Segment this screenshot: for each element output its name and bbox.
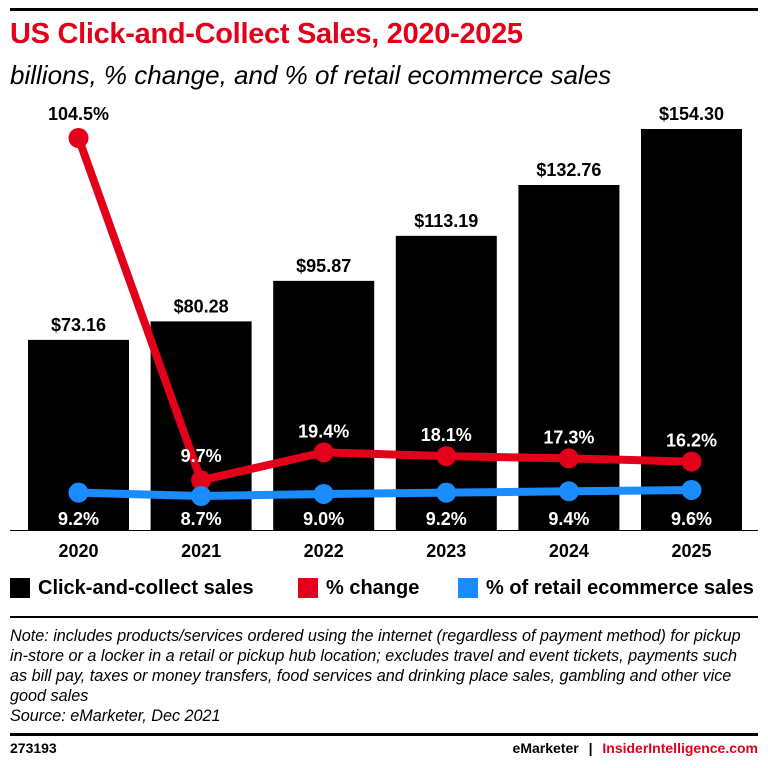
- change-label-2024: 17.3%: [543, 427, 594, 447]
- chart-subtitle: billions, % change, and % of retail ecom…: [10, 60, 612, 90]
- change-point-2020: [68, 128, 89, 148]
- share-label-2021: 8.7%: [181, 509, 222, 529]
- bar-label-2025: $154.30: [659, 104, 724, 124]
- share-line: [78, 485, 692, 500]
- change-point-2022: [313, 442, 334, 463]
- share-point-2022: [313, 483, 334, 504]
- footer-divider: [10, 733, 758, 736]
- source-text: Source: eMarketer, Dec 2021: [10, 707, 221, 725]
- x-tick-2023: 2023: [426, 541, 466, 561]
- x-tick-2022: 2022: [304, 541, 344, 561]
- x-tick-2020: 2020: [58, 541, 98, 561]
- legend-item-share: % of retail ecommerce sales: [458, 576, 754, 600]
- share-point-2020: [68, 482, 89, 503]
- bar-label-2021: $80.28: [174, 296, 229, 316]
- change-label-2025: 16.2%: [666, 431, 717, 451]
- share-label-2025: 9.6%: [671, 509, 712, 529]
- x-tick-2021: 2021: [181, 541, 221, 561]
- change-point-2025: [681, 451, 702, 472]
- share-point-2024: [558, 481, 579, 502]
- note-divider: [10, 616, 758, 618]
- share-label-2022: 9.0%: [303, 509, 344, 529]
- bar-2023: [395, 235, 497, 530]
- share-point-2021: [191, 486, 212, 506]
- change-line: [74, 136, 692, 485]
- legend-label-share: % of retail ecommerce sales: [486, 576, 754, 599]
- bar-label-2023: $113.19: [414, 211, 478, 231]
- legend-item-sales: Click-and-collect sales: [10, 576, 254, 600]
- note-block: Note: includes products/services ordered…: [10, 626, 758, 726]
- chart-id: 273193: [10, 740, 57, 756]
- legend-label-sales: Click-and-collect sales: [38, 576, 254, 599]
- share-label-2023: 9.2%: [426, 509, 467, 529]
- change-point-2024: [558, 448, 579, 469]
- brand-separator: |: [588, 740, 593, 756]
- change-label-2022: 19.4%: [298, 421, 349, 441]
- change-label-2021: 9.7%: [181, 446, 222, 466]
- legend-swatch-sales: [10, 578, 30, 598]
- brand-insider: InsiderIntelligence.com: [602, 740, 758, 756]
- legend-item-change: % change: [298, 576, 419, 600]
- bar-label-2024: $132.76: [536, 160, 601, 180]
- bar-label-2022: $95.87: [296, 256, 351, 276]
- chart-area: $73.16 $80.28 $95.87 $113.19 $132.76 $154.30 2…: [10, 104, 758, 561]
- share-label-2020: 9.2%: [58, 509, 99, 529]
- share-label-2024: 9.4%: [548, 509, 589, 529]
- change-point-2021: [191, 470, 212, 491]
- footer-brand: eMarketer | InsiderIntelligence.com: [513, 740, 758, 756]
- bar-label-2020: $73.16: [51, 315, 106, 335]
- change-label-2020: 104.5%: [48, 104, 109, 124]
- x-tick-2025: 2025: [671, 541, 711, 561]
- legend-swatch-share: [458, 578, 478, 598]
- top-rule: [10, 8, 758, 11]
- legend-label-change: % change: [326, 576, 420, 599]
- brand-emarketer: eMarketer: [512, 740, 579, 756]
- share-point-2025: [681, 479, 702, 500]
- legend-swatch-change: [298, 578, 318, 598]
- x-tick-2024: 2024: [549, 541, 589, 561]
- change-point-2023: [436, 446, 457, 467]
- share-point-2023: [436, 482, 457, 503]
- bar-2024: [518, 184, 620, 530]
- note-text: Note: includes products/services ordered…: [10, 627, 741, 705]
- change-label-2023: 18.1%: [421, 425, 472, 445]
- chart-title: US Click-and-Collect Sales, 2020-2025: [10, 18, 523, 50]
